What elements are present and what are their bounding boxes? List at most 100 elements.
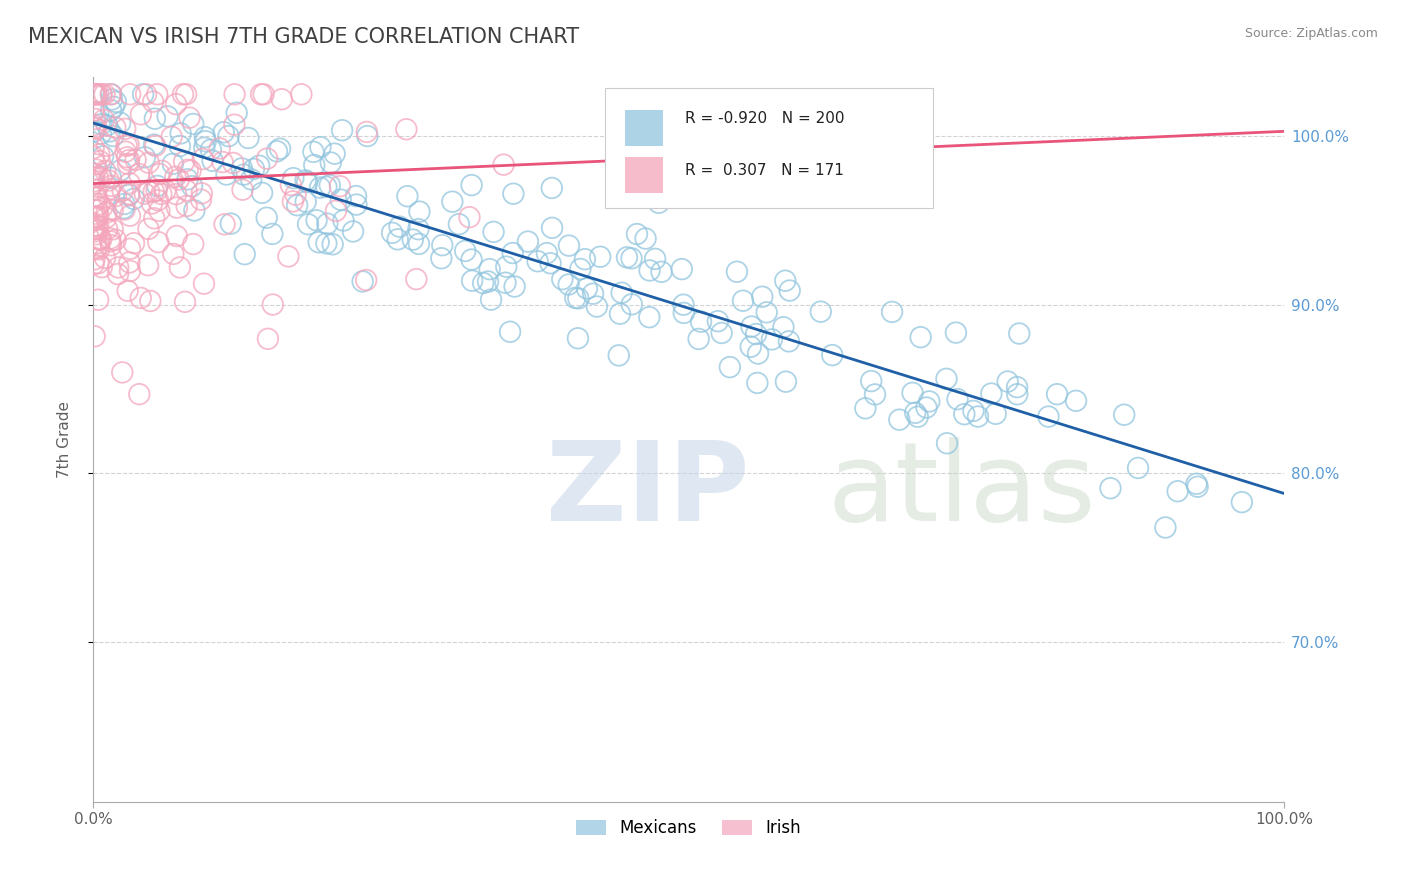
Point [100,87,122,102]
Point [173,154,195,169]
Point [495,276,517,290]
Point [910,330,932,344]
Point [980,386,1002,401]
Point [472,276,495,290]
Point [322,237,344,252]
Point [616,250,638,264]
Point [356,125,378,139]
Point [1099,481,1122,495]
Point [330,123,353,137]
Point [86,222,108,236]
Point [176,199,198,213]
Point [90,260,112,275]
Point [112,197,135,211]
Point [305,213,328,227]
Point [181,179,204,194]
Point [84,188,107,202]
Point [98,124,121,138]
Point [142,95,165,109]
Point [319,178,342,193]
Point [901,385,924,400]
Point [935,372,957,386]
Point [111,184,134,198]
Point [214,217,236,231]
Point [329,193,352,207]
Point [86,211,108,225]
Point [323,146,346,161]
Point [778,334,800,349]
Point [626,227,648,241]
Point [118,188,141,202]
Point [294,173,316,187]
Point [747,376,769,390]
Point [100,103,122,118]
Point [569,262,592,277]
Point [90,233,112,247]
Point [117,157,139,171]
Point [165,187,187,202]
Point [250,186,273,200]
Point [118,242,141,256]
Point [247,159,270,173]
Point [1126,461,1149,475]
Point [395,122,418,136]
Point [90,171,112,186]
Point [240,172,263,186]
Point [567,331,589,345]
Point [408,204,430,219]
Point [179,111,201,125]
Point [329,179,352,194]
Point [342,224,364,238]
Point [231,161,253,176]
Point [256,152,278,166]
Point [889,412,911,426]
Point [114,121,136,136]
Point [644,252,666,266]
Point [408,222,430,236]
Point [93,112,115,127]
Point [84,219,107,233]
Point [117,284,139,298]
Point [574,252,596,267]
Point [87,105,110,120]
Point [224,118,246,132]
Point [90,127,112,141]
Point [479,293,502,307]
Point [755,305,778,319]
Point [405,272,427,286]
Point [100,170,122,185]
Point [502,246,524,260]
Point [688,332,710,346]
Point [139,293,162,308]
Point [177,162,200,177]
Point [176,172,198,186]
Point [1185,476,1208,491]
Point [100,238,122,252]
Point [90,87,112,102]
Point [761,332,783,346]
Point [146,178,169,193]
Point [84,162,107,177]
FancyBboxPatch shape [605,88,932,208]
Point [169,260,191,275]
Point [97,189,120,203]
Point [118,255,141,269]
Point [138,222,160,236]
Point [1187,480,1209,494]
Point [775,274,797,288]
Point [526,254,548,268]
Point [114,202,136,217]
Point [447,217,470,231]
Point [122,236,145,251]
Point [690,315,713,329]
Point [607,348,630,362]
Point [89,233,111,247]
Point [648,195,671,210]
Point [461,274,484,288]
Point [344,189,367,203]
Point [747,346,769,360]
Point [557,277,579,292]
Point [84,224,107,238]
Point [281,194,304,209]
Point [319,155,342,169]
